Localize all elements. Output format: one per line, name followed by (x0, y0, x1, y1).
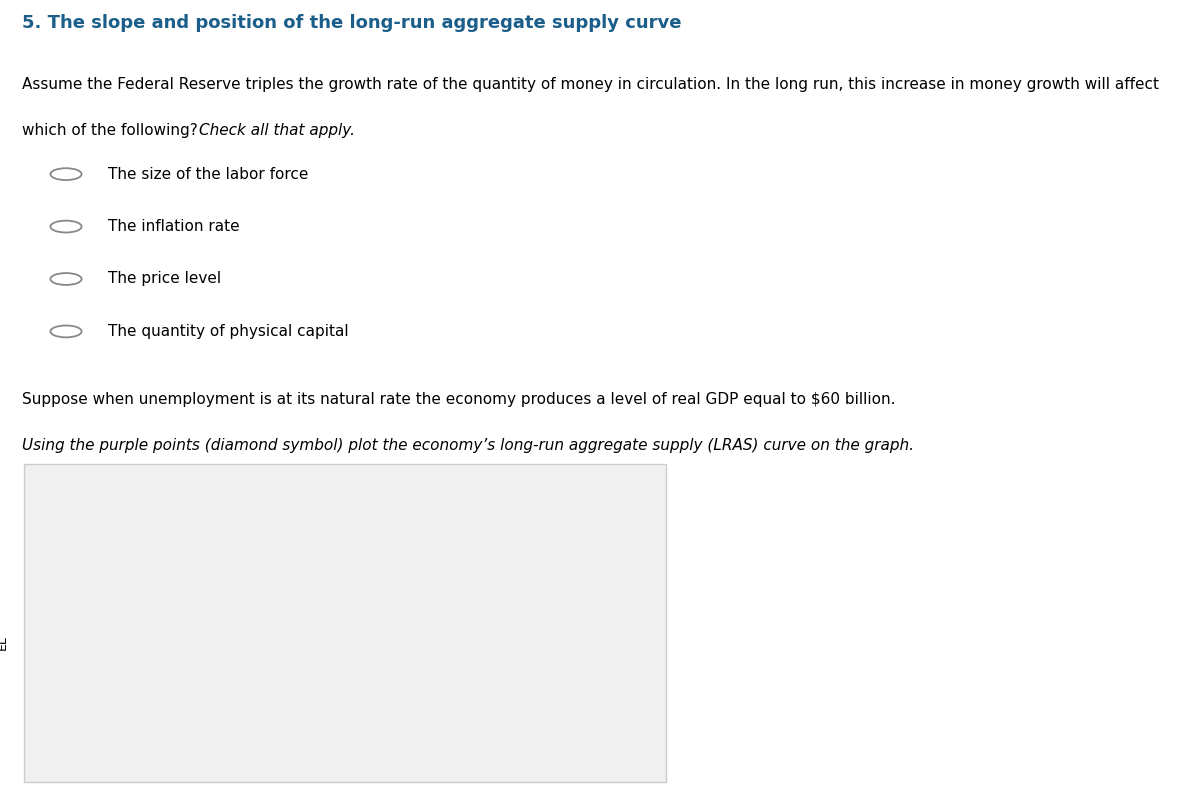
Text: EL: EL (0, 635, 10, 650)
Text: The quantity of physical capital: The quantity of physical capital (108, 324, 349, 339)
Circle shape (50, 168, 82, 180)
Text: Using the purple points (diamond symbol) plot the economy’s long-run aggregate s: Using the purple points (diamond symbol)… (22, 438, 913, 453)
Text: LRAS: LRAS (415, 631, 451, 645)
Circle shape (50, 325, 82, 337)
Circle shape (50, 221, 82, 233)
Text: Suppose when unemployment is at its natural rate the economy produces a level of: Suppose when unemployment is at its natu… (22, 392, 895, 407)
Text: The size of the labor force: The size of the labor force (108, 167, 308, 182)
Text: Assume the Federal Reserve triples the growth rate of the quantity of money in c: Assume the Federal Reserve triples the g… (22, 78, 1159, 93)
Text: ?: ? (574, 485, 584, 504)
Text: The price level: The price level (108, 271, 221, 287)
Text: 5. The slope and position of the long-run aggregate supply curve: 5. The slope and position of the long-ru… (22, 13, 682, 31)
Text: which of the following?: which of the following? (22, 123, 203, 138)
Circle shape (553, 469, 605, 520)
Circle shape (50, 273, 82, 285)
Text: Check all that apply.: Check all that apply. (199, 123, 355, 138)
Text: The inflation rate: The inflation rate (108, 219, 240, 234)
